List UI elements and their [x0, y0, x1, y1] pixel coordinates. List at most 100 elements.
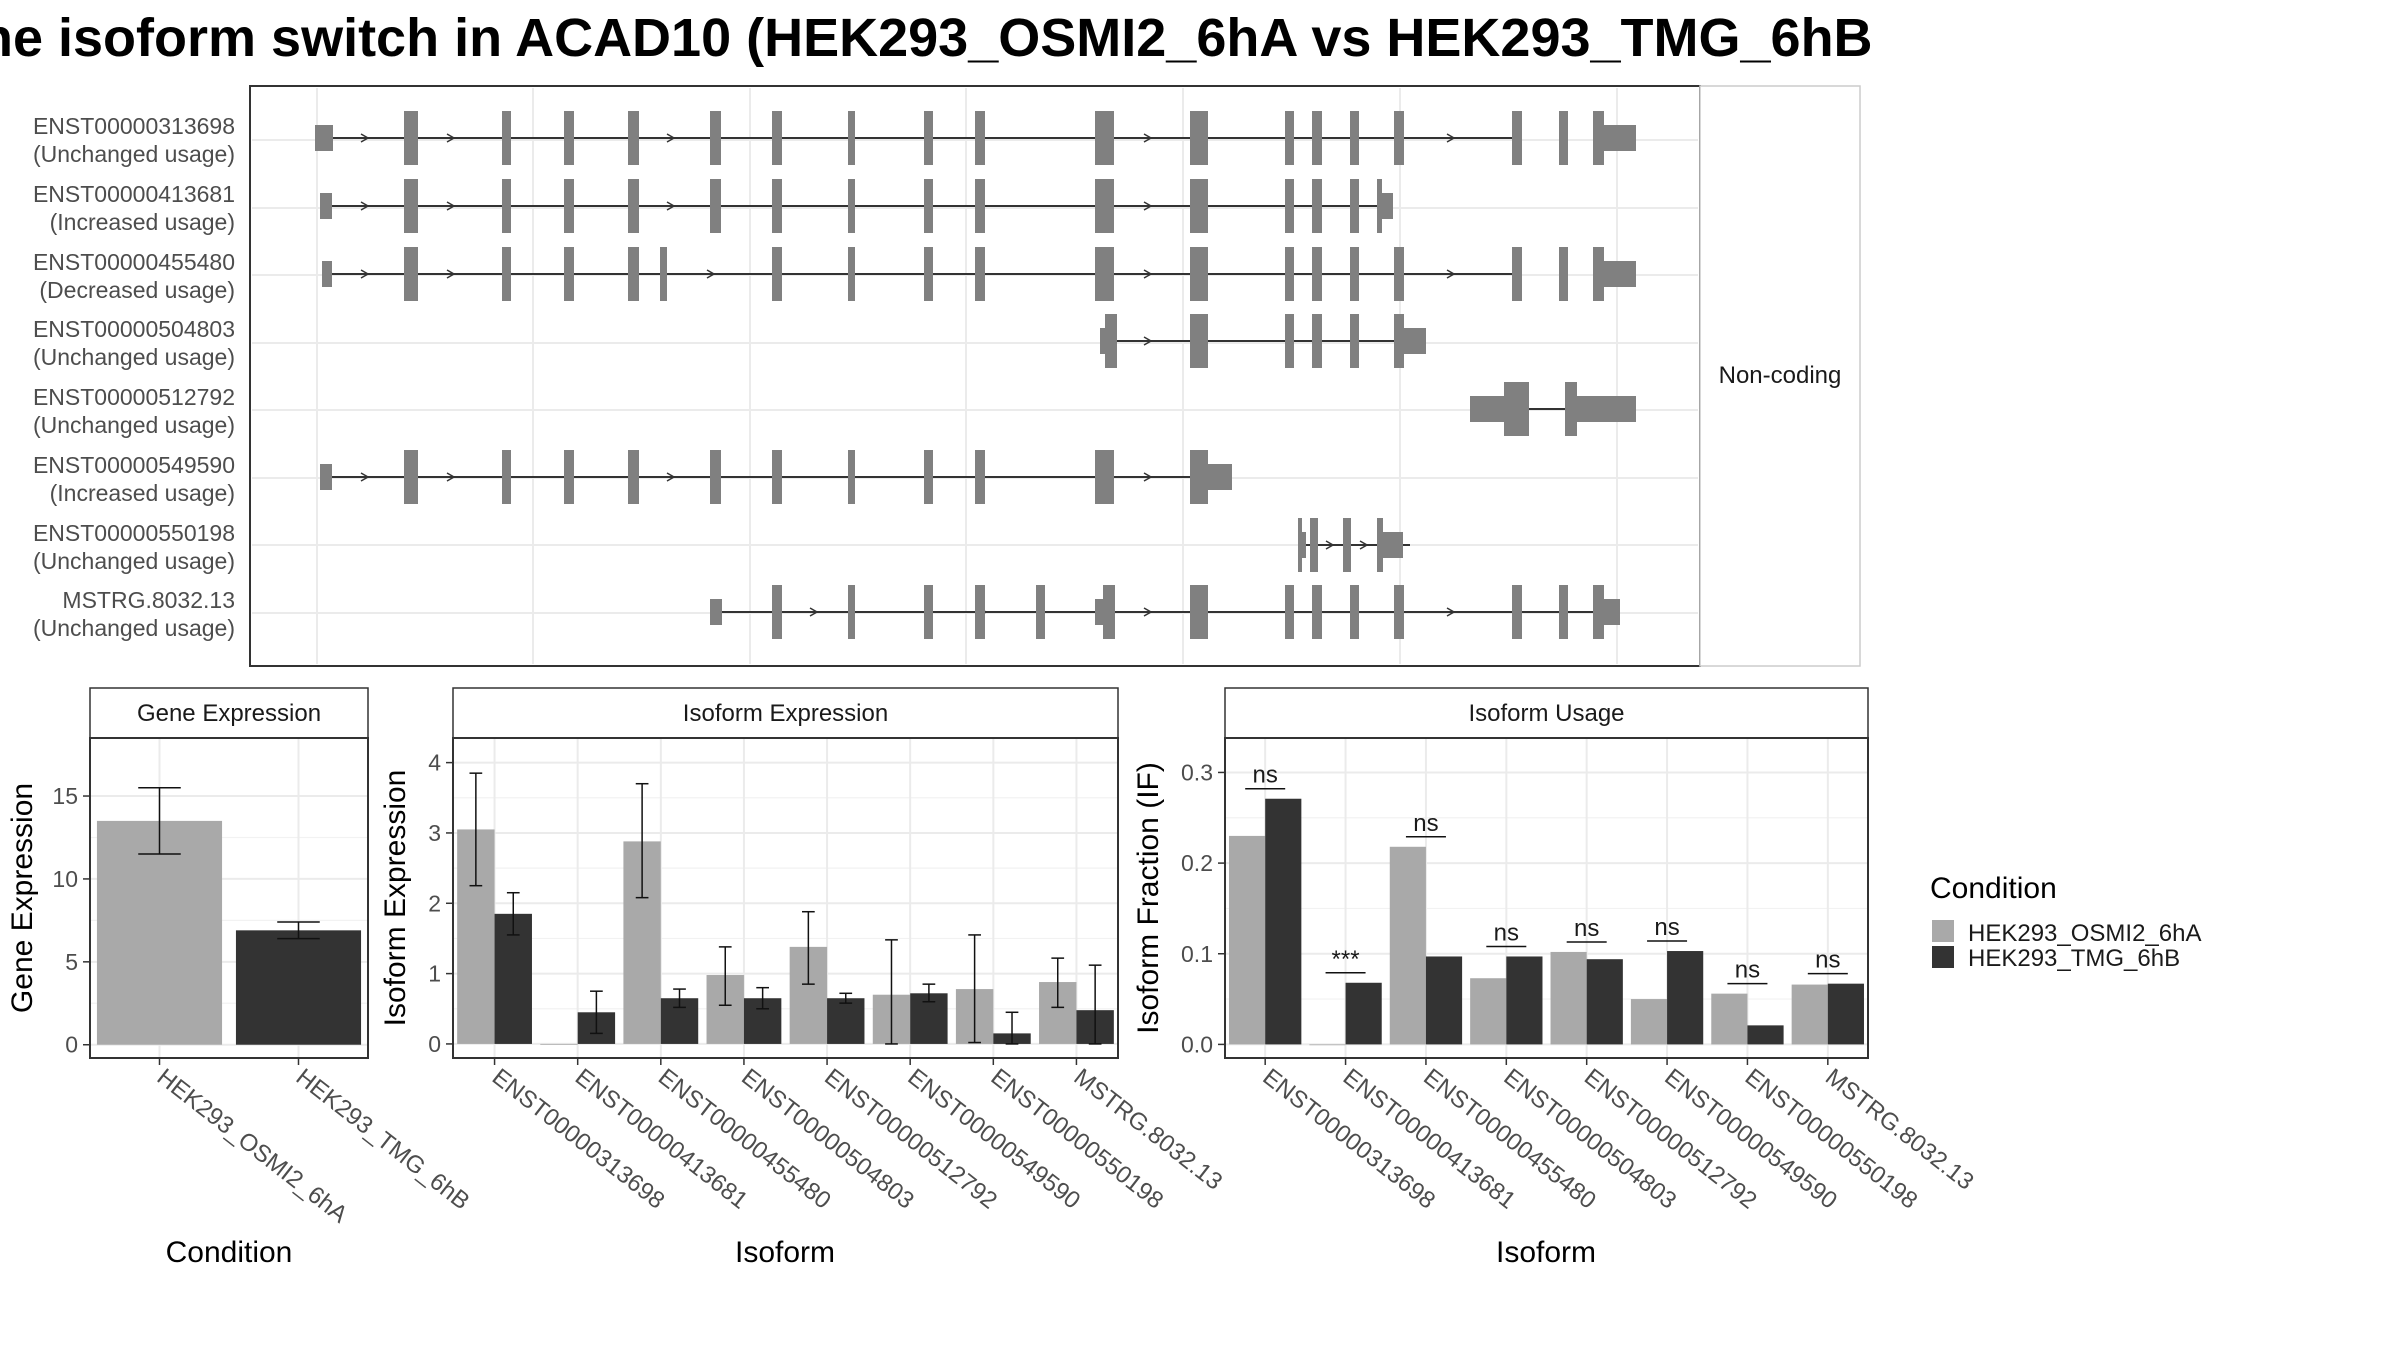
utr-exon [1302, 532, 1306, 558]
x-axis-title: Isoform [735, 1236, 835, 1269]
transcript-track [1470, 382, 1636, 436]
coding-exon [1190, 314, 1208, 368]
coding-exon [1559, 585, 1568, 639]
strand-arrow [446, 201, 456, 211]
x-tick-label: MSTRG.8032.13 [1069, 1063, 1228, 1195]
bar [1389, 846, 1426, 1045]
coding-exon [848, 111, 855, 165]
bar [1791, 984, 1828, 1045]
transcript-track [1100, 314, 1426, 368]
coding-exon [1559, 247, 1568, 301]
y-tick-label: 15 [52, 783, 78, 809]
x-axis-title: Condition [166, 1236, 293, 1269]
coding-exon [1394, 111, 1404, 165]
coding-exon [1285, 111, 1294, 165]
bar [1550, 951, 1587, 1045]
coding-exon [710, 111, 721, 165]
transcript-id-label: ENST00000413681 [33, 181, 235, 207]
strand-arrow [1143, 472, 1153, 482]
transcript-track [320, 450, 1232, 504]
coding-exon [1312, 111, 1322, 165]
utr-exon [1100, 328, 1105, 354]
transcript-usage-label: (Increased usage) [50, 480, 235, 506]
coding-exon [924, 247, 933, 301]
panel-title: Isoform Usage [1468, 700, 1624, 727]
gene-expression-panel: Gene Expression051015HEK293_OSMI2_6hAHEK… [6, 687, 475, 1269]
transcript-usage-label: (Decreased usage) [39, 277, 235, 303]
legend: Condition HEK293_OSMI2_6hA HEK293_TMG_6h… [1930, 872, 2201, 972]
y-tick-label: 2 [428, 890, 441, 916]
coding-exon [564, 179, 574, 233]
transcript-usage-label: (Unchanged usage) [33, 141, 235, 167]
y-tick-label: 4 [428, 750, 441, 776]
bar [827, 998, 865, 1044]
bar [1586, 959, 1623, 1045]
coding-exon [660, 247, 667, 301]
transcript-tracks [315, 111, 1636, 639]
coding-exon [1190, 111, 1208, 165]
significance-label: ns [1815, 947, 1840, 974]
legend-label-b: HEK293_TMG_6hB [1968, 945, 2180, 972]
bar [1309, 1044, 1346, 1046]
coding-exon [1350, 179, 1359, 233]
coding-exon [564, 247, 574, 301]
coding-exon [1285, 247, 1294, 301]
transcript-id-label: MSTRG.8032.13 [62, 587, 235, 613]
plot-area [453, 738, 1118, 1058]
coding-exon [1285, 585, 1294, 639]
strand-arrow [1143, 336, 1153, 346]
coding-exon [1512, 585, 1522, 639]
coding-exon [710, 179, 721, 233]
transcript-track [1298, 518, 1410, 572]
transcript-usage-label: (Unchanged usage) [33, 548, 235, 574]
coding-exon [772, 247, 782, 301]
transcript-track [322, 247, 1636, 301]
structure-side-strip [1699, 85, 1861, 667]
strand-arrow [360, 472, 370, 482]
bar [1711, 993, 1748, 1045]
bar [1506, 956, 1543, 1045]
coding-exon [1394, 585, 1404, 639]
bar [1229, 835, 1266, 1045]
coding-exon [502, 179, 511, 233]
utr-exon [1404, 328, 1426, 354]
significance-label: ns [1413, 810, 1438, 837]
strand-arrow [446, 472, 456, 482]
coding-exon [502, 111, 511, 165]
strand-arrow [446, 133, 456, 143]
coding-exon [502, 247, 511, 301]
coding-exon [975, 450, 985, 504]
transcript-track [315, 111, 1636, 165]
y-tick-label: 3 [428, 820, 441, 846]
coding-exon [502, 450, 511, 504]
bar [1345, 982, 1382, 1045]
coding-exon [975, 111, 985, 165]
strand-arrow [1143, 607, 1153, 617]
significance-label: ns [1253, 762, 1278, 789]
y-axis-title: Gene Expression [6, 783, 39, 1013]
figure-title: he isoform switch in ACAD10 (HEK293_OSMI… [0, 8, 1873, 68]
legend-swatch-a [1932, 920, 1954, 942]
coding-exon [1036, 585, 1045, 639]
y-axis-title: Isoform Fraction (IF) [1132, 762, 1165, 1034]
strand-arrow [666, 133, 676, 143]
bar [96, 820, 223, 1045]
coding-exon [924, 111, 933, 165]
coding-exon [1190, 179, 1208, 233]
utr-exon [1577, 396, 1636, 422]
bar [235, 930, 362, 1045]
significance-label: ns [1735, 957, 1760, 984]
coding-exon [1285, 179, 1294, 233]
transcript-usage-label: (Unchanged usage) [33, 412, 235, 438]
coding-exon [1593, 111, 1604, 165]
strand-arrow [1143, 269, 1153, 279]
transcript-usage-label: (Unchanged usage) [33, 615, 235, 641]
utr-exon [1095, 599, 1103, 625]
transcript-id-label: ENST00000313698 [33, 113, 235, 139]
bar [1747, 1025, 1784, 1045]
coding-exon [1350, 247, 1359, 301]
utr-exon [710, 599, 722, 625]
coding-exon [924, 179, 933, 233]
utr-exon [1382, 193, 1393, 219]
coding-exon [1394, 247, 1404, 301]
